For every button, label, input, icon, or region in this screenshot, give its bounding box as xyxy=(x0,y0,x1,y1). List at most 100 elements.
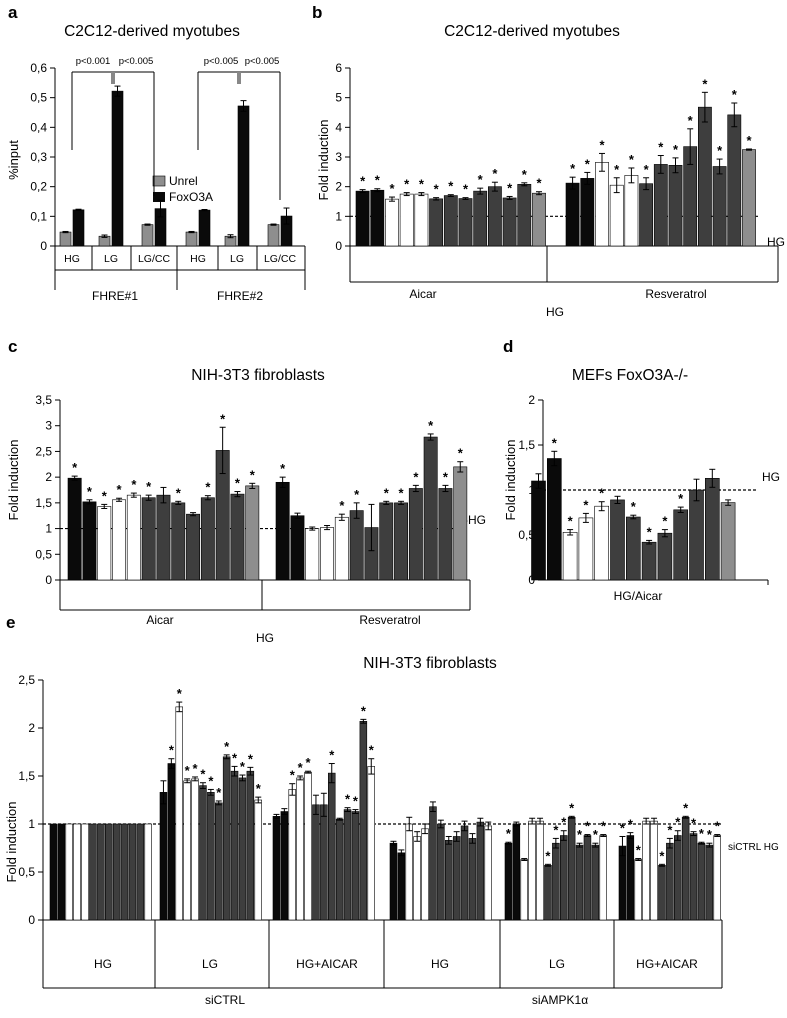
e-bar xyxy=(199,785,207,921)
e-bar xyxy=(429,806,437,921)
d-baseline-label: HG xyxy=(762,470,780,484)
e-bar xyxy=(559,835,568,921)
e-bar xyxy=(327,772,336,921)
e-bar xyxy=(705,844,714,921)
c-bar xyxy=(156,494,171,581)
title-b: C2C12-derived myotubes xyxy=(444,23,620,40)
c-significance-star: * xyxy=(339,498,345,513)
e-bar xyxy=(673,835,682,921)
b-bar xyxy=(609,184,624,247)
e-bar xyxy=(697,842,706,921)
c-baseline-label: -HG xyxy=(464,513,486,527)
b-bar xyxy=(727,114,742,247)
c-bar xyxy=(275,481,290,581)
e-bar xyxy=(105,823,113,921)
c-bar xyxy=(97,506,112,581)
c-bar xyxy=(379,502,394,581)
c-ytick-label: 0 xyxy=(45,573,52,587)
a-pvalue-1: p<0.005 xyxy=(119,56,154,67)
e-significance-star: * xyxy=(659,848,665,863)
b-significance-star: * xyxy=(492,166,498,181)
e-significance-star: * xyxy=(369,743,375,758)
e-bar xyxy=(689,833,698,921)
d-bar xyxy=(673,509,689,581)
e-significance-star: * xyxy=(561,815,567,830)
c-bar xyxy=(453,466,468,581)
c-bar xyxy=(245,485,260,581)
b-significance-star: * xyxy=(658,140,664,155)
e-significance-star: * xyxy=(256,781,262,796)
c-significance-star: * xyxy=(413,469,419,484)
legend-swatch-unrel xyxy=(152,175,166,187)
e-significance-star: * xyxy=(345,792,351,807)
c-bar xyxy=(394,502,408,581)
b-bar xyxy=(443,195,458,247)
c-group-1: Resveratrol xyxy=(359,613,420,627)
e-significance-star: * xyxy=(628,817,634,832)
b-significance-star: * xyxy=(478,172,484,187)
e-bar xyxy=(397,852,406,921)
e-bar xyxy=(159,792,168,921)
b-bar xyxy=(399,193,414,247)
c-bar xyxy=(112,499,127,581)
e-bar xyxy=(520,859,528,921)
e-bar xyxy=(191,778,199,921)
e-significance-star: * xyxy=(691,816,697,831)
c-ytick-label: 3,5 xyxy=(35,393,52,407)
b-baseline-label: HG xyxy=(767,235,785,249)
e-ytick-label: 2,5 xyxy=(18,673,35,687)
d-significance-star: * xyxy=(568,514,574,529)
e-bar xyxy=(183,780,191,921)
legend-swatch-foxo3a xyxy=(153,192,165,202)
b-significance-star: * xyxy=(732,87,738,102)
e-bar xyxy=(591,844,600,921)
e-significance-star: * xyxy=(208,773,214,788)
d-significance-star: * xyxy=(647,524,653,539)
title-d: MEFs FoxO3A-/- xyxy=(572,367,688,384)
b-bar xyxy=(458,198,473,247)
e-significance-star: * xyxy=(620,820,626,835)
d-significance-star: * xyxy=(583,497,589,512)
e-significance-star: * xyxy=(216,785,222,800)
e-significance-star: * xyxy=(248,751,254,766)
c-significance-star: * xyxy=(131,477,137,492)
e-significance-star: * xyxy=(636,843,642,858)
a-ytick-label: 0,2 xyxy=(30,180,47,194)
e-ytick-label: 1 xyxy=(28,817,35,831)
b-significance-star: * xyxy=(507,180,513,195)
e-bar xyxy=(599,835,607,921)
e-bar xyxy=(536,820,544,921)
e-bar xyxy=(405,823,413,921)
e-significance-star: * xyxy=(193,761,199,776)
b-significance-star: * xyxy=(585,156,591,171)
e-baseline-label: siCTRL HG xyxy=(728,842,779,853)
a-bar xyxy=(59,231,72,247)
e-bar xyxy=(460,825,469,921)
b-significance-star: * xyxy=(463,182,469,197)
e-bar xyxy=(112,823,121,921)
e-bar xyxy=(484,825,492,921)
c-significance-star: * xyxy=(354,487,360,502)
panel-label-e: e xyxy=(6,613,15,632)
d-bar xyxy=(594,505,610,581)
e-significance-star: * xyxy=(699,826,705,841)
b-significance-star: * xyxy=(448,179,454,194)
a-pvalue-2: p<0.005 xyxy=(204,56,239,67)
panel-label-c: c xyxy=(8,337,17,356)
e-significance-star: * xyxy=(601,819,607,834)
e-bar xyxy=(81,823,89,921)
c-bar xyxy=(408,488,423,581)
e-subgroup-2: HG+AICAR xyxy=(296,957,358,971)
a-bar xyxy=(111,90,124,247)
a-ytick-label: 0 xyxy=(40,239,47,253)
b-bar xyxy=(712,166,727,247)
e-bar xyxy=(144,823,153,921)
b-bar xyxy=(370,189,385,247)
e-group-0: siCTRL xyxy=(205,993,245,1007)
c-significance-star: * xyxy=(235,476,241,491)
e-bar xyxy=(642,820,650,921)
a-bar xyxy=(267,224,280,247)
b-bar xyxy=(668,165,683,247)
e-significance-star: * xyxy=(506,826,512,841)
c-significance-star: * xyxy=(428,418,434,433)
